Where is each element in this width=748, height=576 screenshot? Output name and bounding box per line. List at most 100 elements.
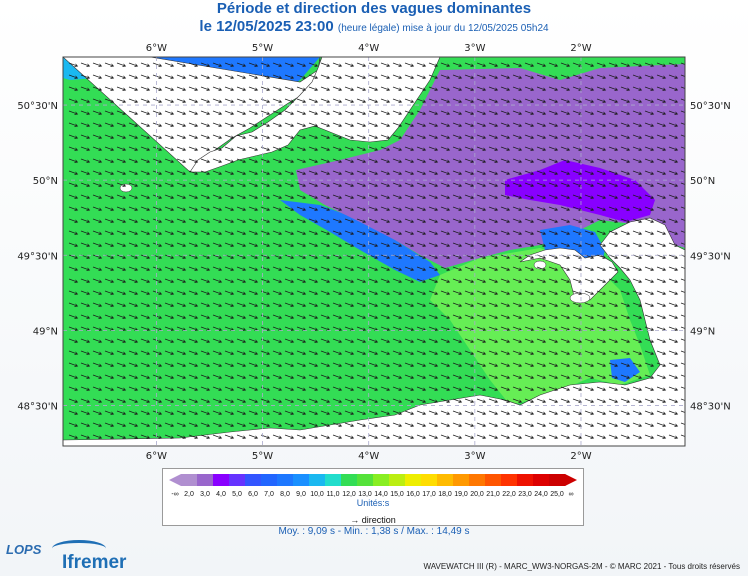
legend-tick-label: 10,0 [310, 491, 324, 498]
direction-arrow [536, 74, 547, 79]
direction-arrow [284, 386, 295, 391]
direction-arrow [620, 278, 631, 283]
direction-arrow [572, 62, 583, 67]
direction-arrow [572, 158, 583, 163]
direction-arrow [644, 374, 655, 379]
direction-arrow [176, 362, 187, 367]
direction-arrow [524, 158, 535, 163]
direction-arrow [272, 62, 283, 67]
direction-arrow [140, 374, 151, 379]
direction-arrow [632, 386, 643, 391]
direction-arrow [452, 170, 463, 175]
direction-arrow [596, 302, 607, 307]
direction-arrow [620, 122, 631, 127]
direction-arrow [608, 290, 619, 295]
direction-arrow [500, 218, 511, 223]
direction-arrow [632, 206, 643, 211]
direction-arrow [296, 242, 307, 247]
direction-arrow [572, 398, 583, 403]
direction-arrow [236, 374, 247, 379]
direction-arrow [176, 170, 187, 175]
direction-arrow [116, 134, 127, 139]
direction-arrow [584, 338, 595, 343]
direction-arrow [356, 422, 367, 427]
direction-arrow [284, 410, 295, 415]
direction-arrow [464, 110, 475, 115]
lon-tick-label: 4°W [358, 43, 379, 54]
direction-arrow [656, 422, 667, 427]
direction-arrow [116, 374, 127, 379]
direction-arrow [284, 422, 295, 427]
direction-arrow [440, 122, 451, 127]
direction-arrow [368, 398, 379, 403]
direction-arrow [368, 230, 379, 235]
direction-arrow [68, 386, 79, 391]
direction-arrow [536, 302, 547, 307]
direction-arrow [248, 170, 259, 175]
direction-arrow [152, 158, 163, 163]
direction-arrow [320, 134, 331, 139]
direction-arrow [656, 158, 667, 163]
direction-arrow [332, 374, 343, 379]
direction-arrow [620, 302, 631, 307]
direction-arrow [632, 290, 643, 295]
direction-arrow [164, 350, 175, 355]
direction-arrow [116, 326, 127, 331]
direction-arrow [608, 86, 619, 91]
direction-arrow [416, 62, 427, 67]
direction-arrow [152, 74, 163, 79]
direction-arrow [224, 434, 235, 439]
direction-arrow [296, 74, 307, 79]
direction-arrow [68, 110, 79, 115]
direction-arrow [680, 326, 685, 329]
direction-arrow [404, 362, 415, 367]
direction-arrow [164, 386, 175, 391]
direction-arrow [488, 314, 499, 319]
direction-arrow [680, 170, 685, 173]
direction-arrow [596, 410, 607, 415]
direction-arrow [116, 206, 127, 211]
direction-arrow [224, 146, 235, 151]
direction-arrow [500, 266, 511, 271]
direction-arrow [452, 398, 463, 403]
direction-arrow [164, 230, 175, 235]
direction-arrow [140, 290, 151, 295]
direction-arrow [260, 326, 271, 331]
direction-arrow [212, 242, 223, 247]
direction-arrow [164, 146, 175, 151]
direction-arrow [188, 182, 199, 187]
direction-arrow [584, 98, 595, 103]
direction-arrow [428, 98, 439, 103]
direction-arrow [608, 302, 619, 307]
direction-arrow [128, 278, 139, 283]
direction-arrow [620, 350, 631, 355]
direction-arrow [92, 362, 103, 367]
direction-arrow [572, 110, 583, 115]
direction-arrow [428, 338, 439, 343]
direction-arrow [200, 338, 211, 343]
direction-arrow [212, 266, 223, 271]
direction-arrow [308, 254, 319, 259]
lon-tick-label: 3°W [464, 451, 485, 462]
direction-arrow [524, 98, 535, 103]
direction-arrow [368, 302, 379, 307]
title-line1: Période et direction des vagues dominant… [216, 0, 532, 17]
direction-arrow [668, 122, 679, 127]
direction-arrow [560, 170, 571, 175]
direction-arrow [332, 74, 343, 79]
direction-arrow [548, 314, 559, 319]
direction-arrow [164, 134, 175, 139]
legend-swatch [389, 474, 406, 486]
direction-arrow [128, 122, 139, 127]
direction-arrow [608, 362, 619, 367]
direction-arrow [368, 98, 379, 103]
direction-arrow [272, 350, 283, 355]
direction-arrow [344, 290, 355, 295]
direction-arrow [92, 158, 103, 163]
direction-arrow [248, 110, 259, 115]
legend-low-label: -∞ [171, 491, 178, 498]
direction-arrow [188, 98, 199, 103]
lon-tick-label: 2°W [570, 43, 591, 54]
direction-arrow [356, 86, 367, 91]
direction-arrow [572, 422, 583, 427]
